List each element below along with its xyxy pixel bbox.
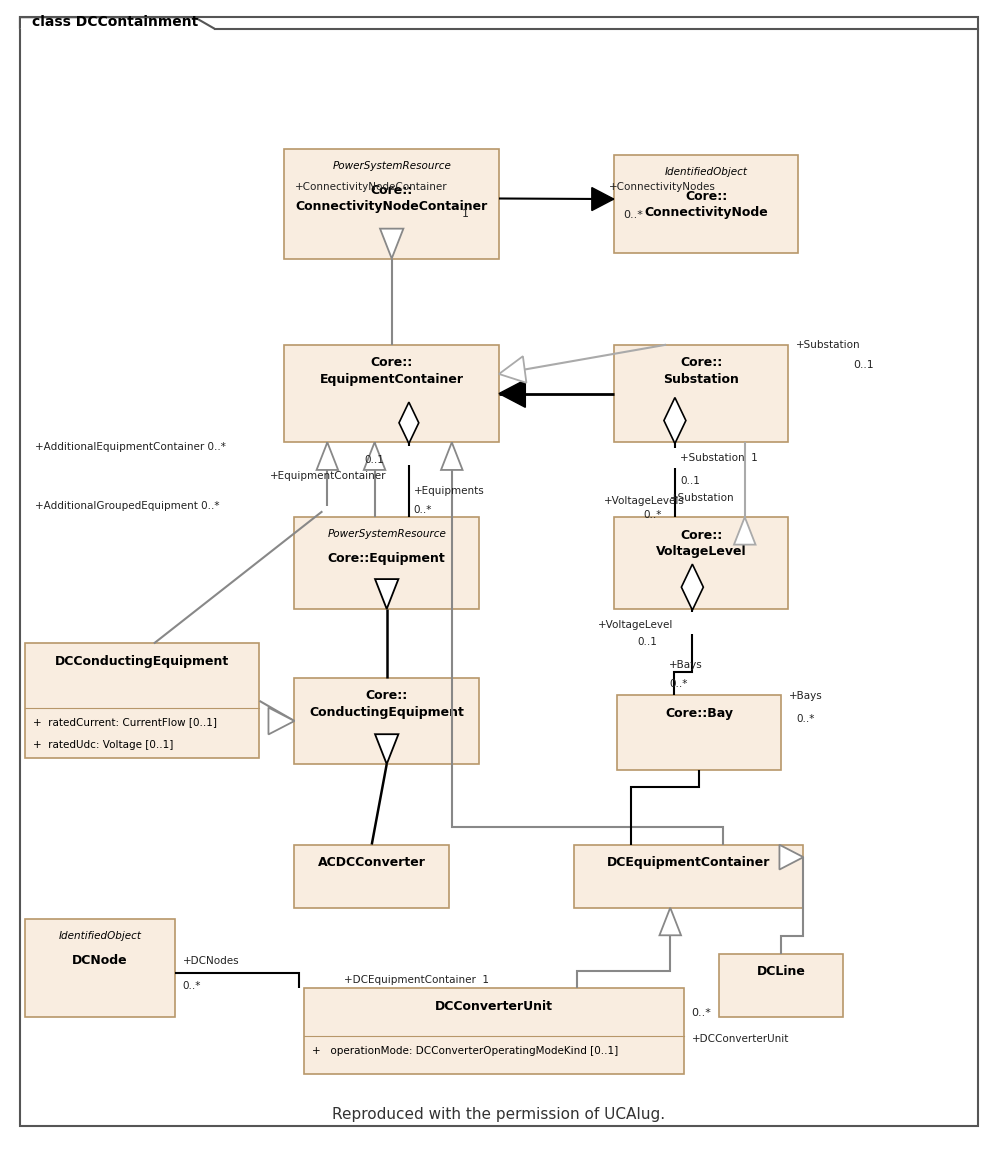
FancyBboxPatch shape <box>617 695 781 770</box>
FancyBboxPatch shape <box>294 845 449 908</box>
Text: DCNode: DCNode <box>72 954 128 966</box>
Text: Core::
ConnectivityNodeContainer: Core:: ConnectivityNodeContainer <box>295 184 488 214</box>
Polygon shape <box>682 564 704 610</box>
Text: 0..1: 0..1 <box>853 360 874 370</box>
Polygon shape <box>375 734 398 764</box>
FancyBboxPatch shape <box>284 345 499 442</box>
FancyBboxPatch shape <box>284 149 499 259</box>
Text: +DCNodes: +DCNodes <box>183 956 240 966</box>
Text: +DCEquipmentContainer  1: +DCEquipmentContainer 1 <box>344 974 489 985</box>
Polygon shape <box>399 402 419 444</box>
Text: DCEquipmentContainer: DCEquipmentContainer <box>607 856 770 869</box>
FancyBboxPatch shape <box>25 643 259 758</box>
Text: Core::Equipment: Core::Equipment <box>328 552 445 564</box>
Text: +   operationMode: DCConverterOperatingModeKind [0..1]: + operationMode: DCConverterOperatingMod… <box>312 1046 619 1056</box>
Text: IdentifiedObject: IdentifiedObject <box>665 167 748 177</box>
Text: 0..*: 0..* <box>796 714 814 724</box>
Text: Reproduced with the permission of UCAIug.: Reproduced with the permission of UCAIug… <box>332 1106 666 1123</box>
Text: +VoltageLevel: +VoltageLevel <box>598 619 673 630</box>
FancyBboxPatch shape <box>304 988 684 1074</box>
FancyBboxPatch shape <box>25 919 175 1017</box>
Polygon shape <box>375 579 398 609</box>
Polygon shape <box>441 442 462 470</box>
Text: Core::
VoltageLevel: Core:: VoltageLevel <box>656 529 747 558</box>
Text: +Bays: +Bays <box>789 691 823 701</box>
Text: IdentifiedObject: IdentifiedObject <box>58 931 142 941</box>
Text: +Substation: +Substation <box>670 493 735 503</box>
FancyBboxPatch shape <box>574 845 803 908</box>
Text: Core::
Substation: Core:: Substation <box>663 356 740 386</box>
Polygon shape <box>779 845 803 870</box>
Text: Core::
EquipmentContainer: Core:: EquipmentContainer <box>319 356 464 386</box>
Text: +Substation  1: +Substation 1 <box>680 453 757 463</box>
FancyBboxPatch shape <box>719 954 843 1017</box>
Text: +ConnectivityNodeContainer: +ConnectivityNodeContainer <box>295 182 448 192</box>
Polygon shape <box>499 379 525 408</box>
Text: 0..1: 0..1 <box>680 476 700 486</box>
FancyBboxPatch shape <box>614 517 788 609</box>
Text: DCConductingEquipment: DCConductingEquipment <box>55 655 230 668</box>
Text: +  ratedCurrent: CurrentFlow [0..1]: + ratedCurrent: CurrentFlow [0..1] <box>33 717 217 727</box>
Polygon shape <box>363 442 385 470</box>
Polygon shape <box>316 442 338 470</box>
Text: +AdditionalGroupedEquipment 0..*: +AdditionalGroupedEquipment 0..* <box>35 501 220 511</box>
FancyBboxPatch shape <box>294 678 479 764</box>
Polygon shape <box>660 908 681 935</box>
Text: 0..*: 0..* <box>692 1009 712 1018</box>
Text: DCLine: DCLine <box>756 965 805 978</box>
Polygon shape <box>734 517 755 545</box>
Text: +DCConverterUnit: +DCConverterUnit <box>692 1034 789 1044</box>
Polygon shape <box>268 708 294 734</box>
Text: 1: 1 <box>461 209 469 219</box>
Text: +Equipments: +Equipments <box>414 486 485 496</box>
Text: +ConnectivityNodes: +ConnectivityNodes <box>609 183 716 192</box>
Text: DCConverterUnit: DCConverterUnit <box>435 1000 553 1012</box>
FancyBboxPatch shape <box>20 17 978 1126</box>
Text: +  ratedUdc: Voltage [0..1]: + ratedUdc: Voltage [0..1] <box>33 740 174 750</box>
Text: class DCContainment: class DCContainment <box>32 15 199 30</box>
FancyBboxPatch shape <box>614 155 798 253</box>
Text: ACDCConverter: ACDCConverter <box>317 856 426 869</box>
Text: 0..1: 0..1 <box>638 637 658 647</box>
Text: PowerSystemResource: PowerSystemResource <box>327 529 446 539</box>
Text: Core::
ConnectivityNode: Core:: ConnectivityNode <box>645 190 767 219</box>
Text: 0..*: 0..* <box>414 504 432 515</box>
Text: 0..*: 0..* <box>644 510 662 520</box>
Text: 0..*: 0..* <box>624 210 644 219</box>
Text: +Bays: +Bays <box>670 660 704 670</box>
Polygon shape <box>592 187 614 210</box>
Polygon shape <box>499 356 526 383</box>
Text: Core::Bay: Core::Bay <box>665 707 734 719</box>
Text: +Substation: +Substation <box>796 340 861 350</box>
Polygon shape <box>20 17 215 29</box>
FancyBboxPatch shape <box>614 345 788 442</box>
Text: +AdditionalEquipmentContainer 0..*: +AdditionalEquipmentContainer 0..* <box>35 441 226 452</box>
Text: +EquipmentContainer: +EquipmentContainer <box>269 471 386 481</box>
Text: 0..1: 0..1 <box>364 455 384 465</box>
FancyBboxPatch shape <box>294 517 479 609</box>
Polygon shape <box>664 398 686 444</box>
Text: PowerSystemResource: PowerSystemResource <box>332 161 451 171</box>
Text: Core::
ConductingEquipment: Core:: ConductingEquipment <box>309 689 464 719</box>
Text: +VoltageLevels: +VoltageLevels <box>604 495 685 506</box>
Text: 0..*: 0..* <box>183 981 201 992</box>
Polygon shape <box>380 229 403 259</box>
Text: 0..*: 0..* <box>670 679 688 689</box>
